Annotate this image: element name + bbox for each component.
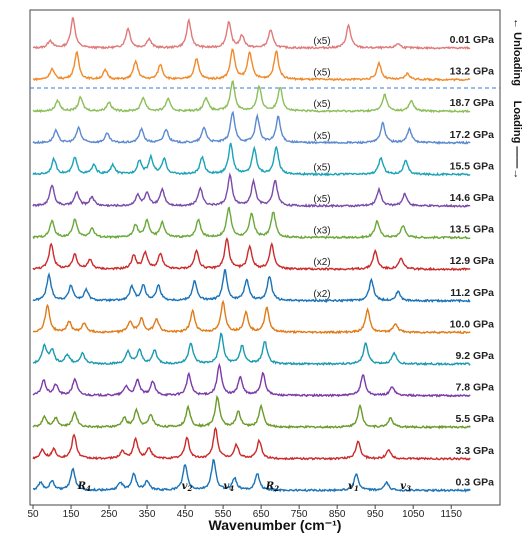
x-tick-label: 1050 — [402, 509, 425, 520]
vibration-mode-label: v4 — [223, 481, 234, 493]
scale-factor-label: (x5) — [313, 162, 330, 173]
spectrum-trace-5-5gpa — [32, 394, 471, 430]
x-tick-label: 350 — [139, 509, 156, 520]
scale-factor-label: (x3) — [313, 226, 330, 237]
x-tick-label: 650 — [253, 509, 270, 520]
pressure-label: 9.2 GPa — [455, 350, 494, 362]
scale-factor-label: (x5) — [313, 194, 330, 205]
vibration-mode-label: v2 — [182, 481, 193, 493]
spectrum-trace-13-2gpa — [32, 48, 471, 82]
pressure-label: 13.2 GPa — [450, 66, 495, 78]
spectrum-trace-7-8gpa — [32, 362, 471, 398]
x-tick-label: 50 — [27, 509, 39, 520]
spectrum-trace-17-2gpa — [32, 110, 471, 145]
pressure-label: 7.8 GPa — [455, 382, 494, 394]
spectrum-trace-18-7gpa — [32, 80, 471, 114]
pressure-label: 11.2 GPa — [450, 287, 494, 299]
spectrum-trace-0-01gpa — [32, 17, 471, 51]
x-tick-label: 550 — [215, 509, 232, 520]
x-tick-label: 750 — [291, 509, 308, 520]
pressure-label: 5.5 GPa — [455, 413, 494, 425]
pressure-label: 10.0 GPa — [450, 318, 495, 330]
spectrum-trace-9-2gpa — [32, 332, 471, 367]
plot-frame — [29, 9, 501, 506]
vibration-mode-label: R4 — [77, 481, 91, 493]
pressure-label: 0.3 GPa — [455, 476, 494, 488]
spectrum-trace-12-9gpa — [32, 236, 471, 272]
x-axis-title: Wavenumber (cm⁻¹) — [209, 517, 342, 533]
x-tick-label: 250 — [101, 509, 118, 520]
pressure-label: 17.2 GPa — [450, 129, 495, 141]
pressure-label: 14.6 GPa — [450, 192, 495, 204]
spectrum-trace-0-3gpa — [32, 458, 471, 493]
pressure-label: 15.5 GPa — [450, 160, 495, 172]
pressure-label: 13.5 GPa — [450, 224, 495, 236]
svg-text:Loading ——→: Loading ——→ — [511, 101, 523, 180]
spectrum-trace-13-5gpa — [32, 206, 471, 240]
pressure-label: 0.01 GPa — [450, 34, 495, 46]
x-tick-label: 950 — [367, 509, 384, 520]
scale-factor-label: (x2) — [313, 289, 330, 300]
vibration-mode-label: R2 — [265, 481, 279, 493]
spectrum-trace-3-3gpa — [32, 426, 471, 461]
scale-factor-label: (x5) — [313, 99, 330, 110]
loading-side-label: Loading ——→ — [511, 101, 523, 180]
unloading-side-label: ← Unloading — [511, 18, 523, 86]
spectrum-trace-10-0gpa — [32, 299, 471, 335]
scale-factor-label: (x5) — [313, 36, 330, 47]
spectrum-trace-14-6gpa — [32, 172, 471, 209]
x-tick-label: 1150 — [440, 509, 462, 520]
scale-factor-label: (x2) — [313, 257, 330, 268]
spectrum-trace-15-5gpa — [32, 142, 471, 177]
x-tick-label: 450 — [177, 509, 194, 520]
pressure-label: 3.3 GPa — [455, 445, 494, 457]
pressure-label: 12.9 GPa — [450, 255, 495, 267]
vibration-mode-label: v3 — [400, 481, 411, 493]
x-tick-label: 850 — [329, 509, 346, 520]
scale-factor-label: (x5) — [313, 68, 330, 79]
scale-factor-label: (x5) — [313, 131, 330, 142]
spectrum-trace-11-2gpa — [32, 269, 471, 304]
x-tick-label: 150 — [63, 509, 80, 520]
vibration-mode-label: v1 — [348, 481, 359, 493]
svg-text:← Unloading: ← Unloading — [511, 18, 523, 86]
pressure-label: 18.7 GPa — [450, 97, 495, 109]
